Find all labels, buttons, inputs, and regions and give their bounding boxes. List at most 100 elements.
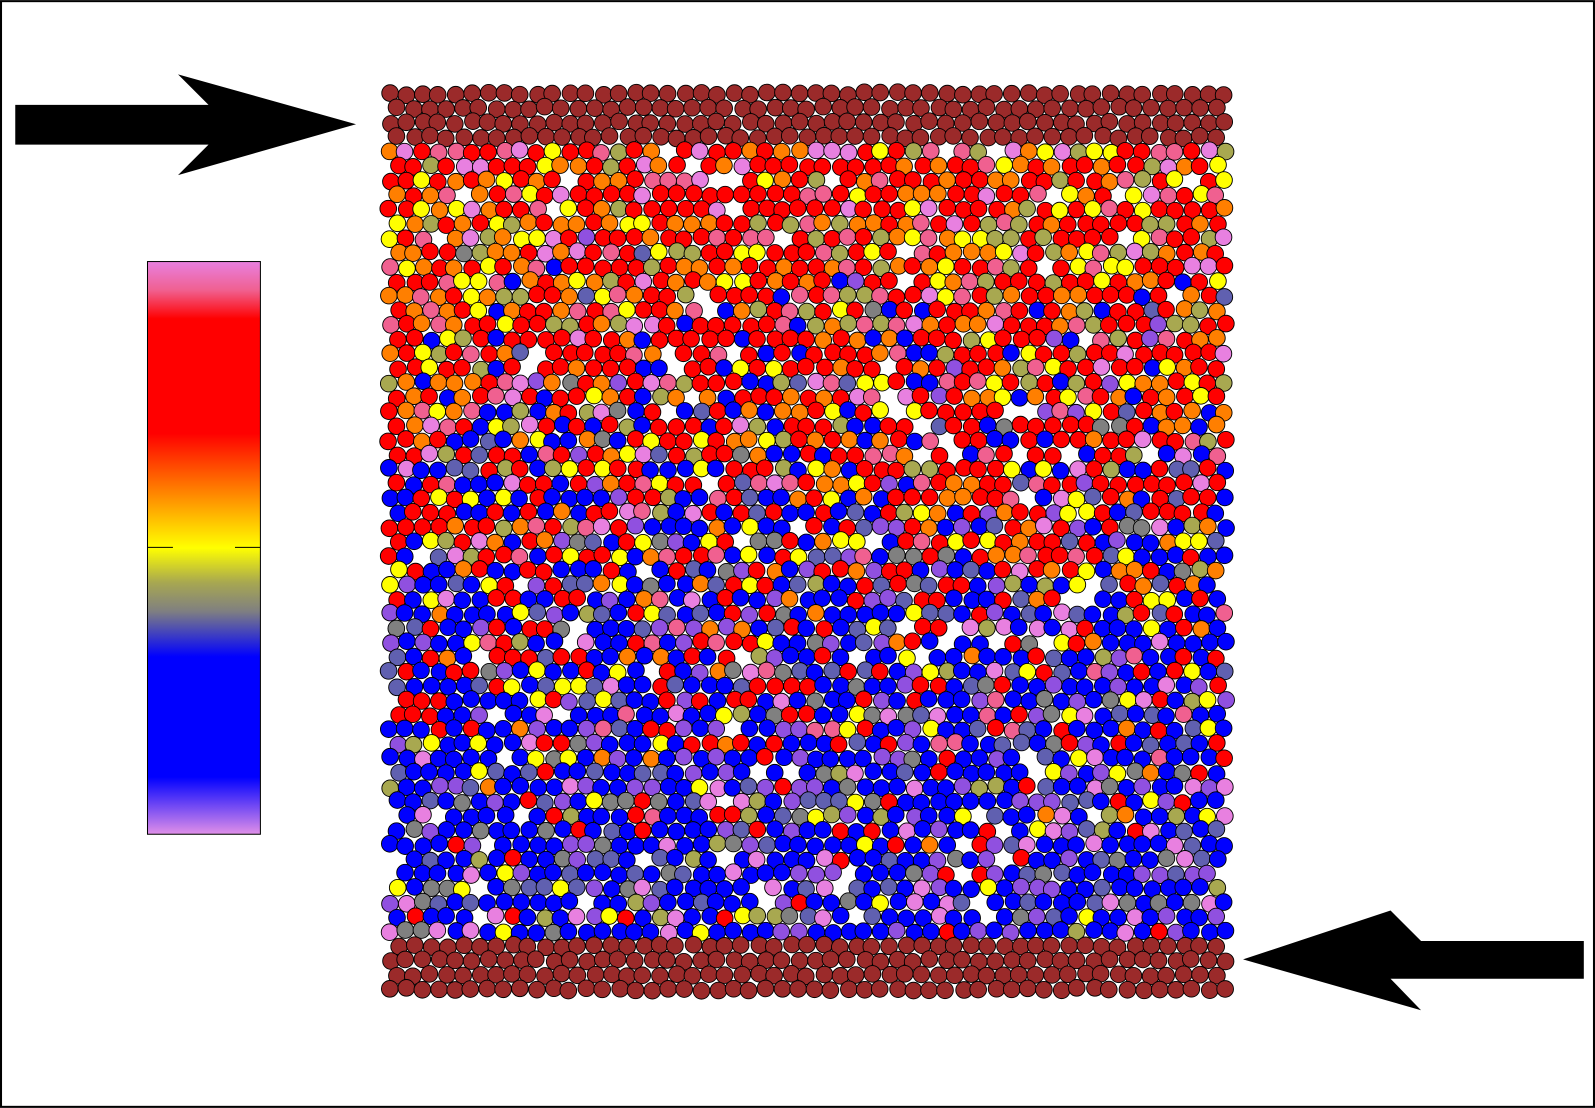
particle	[1200, 748, 1219, 767]
particle	[633, 214, 651, 233]
particle	[1051, 461, 1070, 480]
particle	[379, 199, 398, 218]
particle	[390, 560, 408, 579]
particle	[439, 678, 457, 696]
particle	[585, 157, 604, 175]
particle	[1140, 127, 1159, 146]
particle	[536, 762, 555, 781]
particle	[545, 258, 564, 277]
particle	[985, 287, 1004, 305]
particle	[577, 287, 596, 305]
particle	[421, 242, 439, 261]
particle	[461, 461, 480, 480]
particle	[822, 805, 841, 824]
particle	[798, 935, 816, 954]
particle	[914, 156, 933, 175]
particle	[920, 401, 938, 420]
particle	[1207, 415, 1226, 434]
particle	[962, 965, 981, 983]
particle	[813, 271, 831, 290]
particle	[814, 676, 832, 694]
particle	[625, 576, 644, 594]
particle	[585, 733, 604, 752]
particle	[905, 893, 924, 911]
particle	[995, 444, 1013, 463]
particle	[790, 112, 809, 131]
particle	[1198, 691, 1217, 709]
particle	[1207, 937, 1225, 956]
particle	[446, 893, 465, 911]
particle	[854, 258, 873, 277]
particle	[765, 966, 783, 985]
particle	[912, 99, 930, 117]
particle	[487, 329, 505, 347]
particle	[659, 777, 678, 796]
particle	[831, 215, 849, 233]
particle	[568, 762, 587, 780]
particle	[1067, 316, 1086, 335]
particle	[723, 546, 742, 565]
particle	[708, 692, 727, 710]
particle	[593, 459, 612, 478]
particle	[471, 821, 490, 840]
particle	[603, 763, 621, 782]
particle	[995, 184, 1014, 203]
particle	[537, 821, 555, 840]
particle	[903, 488, 922, 506]
particle	[422, 734, 441, 752]
particle	[462, 345, 480, 364]
particle	[1199, 662, 1218, 681]
particle	[880, 271, 898, 290]
particle	[716, 242, 734, 261]
particle	[1092, 358, 1111, 376]
particle	[488, 185, 507, 203]
particle	[1101, 922, 1120, 940]
particle	[387, 473, 406, 492]
particle	[854, 547, 872, 566]
particle	[602, 185, 621, 203]
particle	[683, 98, 701, 117]
particle	[469, 272, 488, 291]
particle	[969, 199, 988, 218]
particle	[1191, 589, 1209, 608]
particle	[749, 300, 768, 319]
particle	[667, 418, 686, 436]
particle	[971, 488, 990, 506]
particle	[650, 445, 668, 464]
particle	[995, 156, 1013, 174]
particle	[610, 199, 628, 218]
particle	[430, 950, 449, 968]
particle	[788, 199, 807, 217]
particle	[569, 792, 588, 811]
particle	[651, 532, 670, 551]
particle	[1042, 157, 1061, 176]
particle	[388, 878, 407, 897]
particle	[519, 561, 537, 579]
particle	[430, 634, 448, 653]
particle	[584, 533, 602, 552]
particle	[1037, 286, 1055, 305]
particle	[486, 387, 505, 405]
particle	[674, 344, 693, 363]
particle	[396, 837, 414, 855]
particle	[699, 127, 718, 146]
particle	[1151, 518, 1169, 537]
particle	[871, 431, 889, 450]
particle	[747, 561, 766, 580]
particle	[953, 950, 971, 969]
particle	[677, 892, 695, 911]
particle	[1026, 127, 1044, 146]
particle	[847, 243, 866, 261]
particle	[1183, 256, 1202, 275]
particle	[380, 835, 399, 853]
particle	[823, 661, 841, 680]
particle	[554, 820, 572, 838]
particle	[1086, 286, 1104, 305]
particle	[944, 879, 963, 898]
particle	[478, 315, 497, 333]
particle	[1158, 358, 1176, 376]
particle	[748, 677, 767, 695]
particle	[643, 518, 662, 536]
particle	[1093, 878, 1111, 897]
particle	[519, 213, 538, 232]
